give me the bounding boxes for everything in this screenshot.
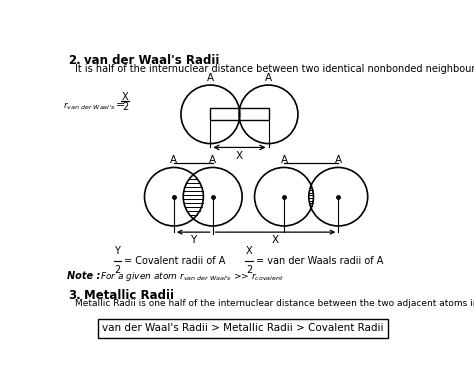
Text: van der Waal's Radii > Metallic Radii > Covalent Radii: van der Waal's Radii > Metallic Radii > … — [102, 323, 383, 333]
Text: X: X — [236, 151, 243, 161]
Text: $r_{van\ der\ Waal's}$: $r_{van\ der\ Waal's}$ — [63, 100, 116, 112]
Text: Y: Y — [190, 235, 196, 245]
Text: 2: 2 — [114, 265, 120, 275]
Text: It is half of the internuclear distance between two identical nonbonded neighbou: It is half of the internuclear distance … — [75, 64, 474, 73]
Text: Metallic Radii is one half of the internuclear distance between the two adjacent: Metallic Radii is one half of the intern… — [75, 299, 474, 308]
Text: Y: Y — [114, 246, 120, 256]
Text: 2: 2 — [246, 265, 252, 275]
Text: 3.: 3. — [69, 289, 82, 302]
Text: 2.: 2. — [69, 54, 82, 67]
Text: Note :: Note : — [67, 271, 100, 281]
Text: A: A — [265, 73, 272, 83]
Bar — [210, 108, 268, 121]
Text: =: = — [116, 100, 125, 111]
Text: A: A — [207, 73, 214, 83]
Text: van der Waal's Radii: van der Waal's Radii — [84, 54, 219, 67]
Text: X: X — [272, 235, 279, 245]
Text: For a given atom $r_{van\ der\ Waal's}$ >> $r_{covalent}$: For a given atom $r_{van\ der\ Waal's}$ … — [100, 270, 283, 282]
Text: 2: 2 — [122, 102, 128, 112]
Text: = Covalent radii of A: = Covalent radii of A — [124, 256, 226, 266]
Text: A: A — [281, 155, 288, 165]
Text: A: A — [209, 155, 216, 165]
Text: X: X — [122, 92, 128, 102]
Text: = van der Waals radii of A: = van der Waals radii of A — [256, 256, 383, 266]
Text: Metallic Radii: Metallic Radii — [84, 289, 174, 302]
Text: A: A — [170, 155, 177, 165]
Text: X: X — [246, 246, 253, 256]
Text: A: A — [335, 155, 342, 165]
